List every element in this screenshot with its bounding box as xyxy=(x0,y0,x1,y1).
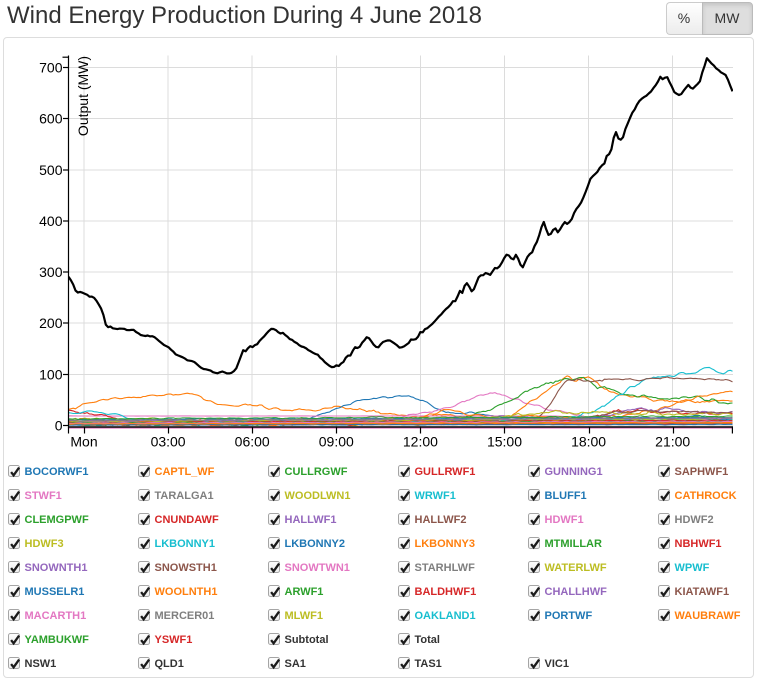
svg-text:12:00: 12:00 xyxy=(403,434,438,450)
svg-text:Output (MW): Output (MW) xyxy=(75,56,91,136)
svg-text:21:00: 21:00 xyxy=(655,434,690,450)
svg-text:500: 500 xyxy=(39,162,63,178)
svg-text:15:00: 15:00 xyxy=(487,434,522,450)
svg-text:200: 200 xyxy=(39,315,63,331)
svg-text:0: 0 xyxy=(55,418,63,434)
svg-text:400: 400 xyxy=(39,213,63,229)
svg-text:18:00: 18:00 xyxy=(571,434,606,450)
svg-text:600: 600 xyxy=(39,111,63,127)
svg-text:09:00: 09:00 xyxy=(319,434,354,450)
svg-text:06:00: 06:00 xyxy=(235,434,270,450)
svg-text:03:00: 03:00 xyxy=(151,434,186,450)
svg-text:Mon: Mon xyxy=(70,434,97,450)
svg-text:100: 100 xyxy=(39,366,63,382)
svg-text:700: 700 xyxy=(39,60,63,76)
svg-text:300: 300 xyxy=(39,264,63,280)
